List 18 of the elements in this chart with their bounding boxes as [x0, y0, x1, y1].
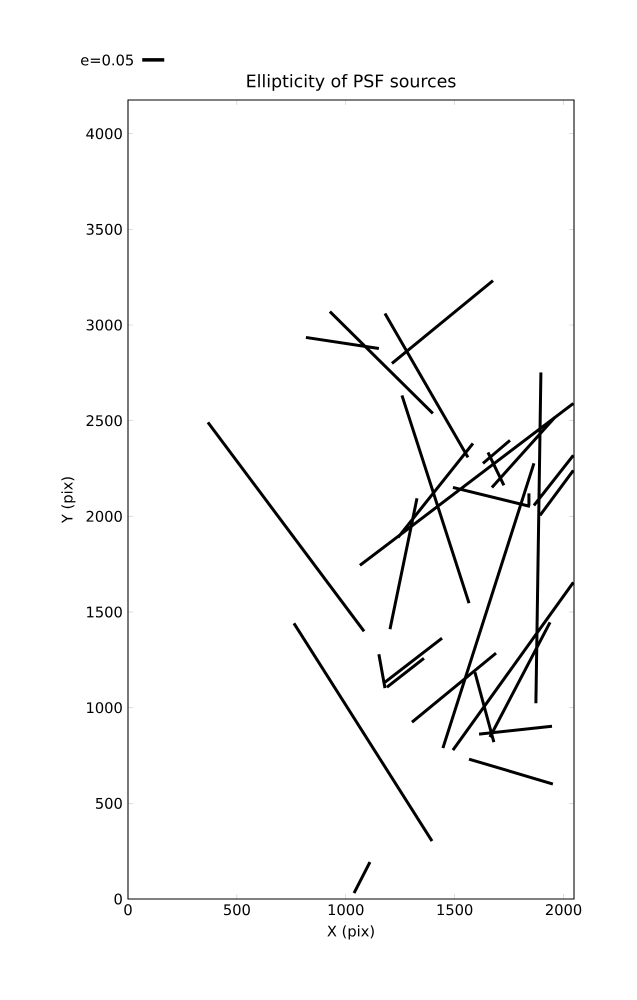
- y-tick-label: 3500: [86, 224, 122, 235]
- x-tick-label: 1500: [438, 904, 472, 916]
- y-tick-label: 1500: [87, 606, 122, 618]
- chart-title: Ellipticity of PSF sources: [247, 74, 456, 91]
- y-tick-label: 1000: [87, 702, 122, 714]
- y-tick-label: 500: [96, 798, 122, 809]
- y-axis-title: Y (pix): [61, 477, 76, 524]
- x-tick-label: 2000: [546, 904, 582, 916]
- y-tick-label: 4000: [86, 128, 122, 140]
- x-axis-title: X (pix): [327, 925, 374, 940]
- y-tick-label: 2500: [86, 415, 122, 426]
- x-tick-label: 500: [224, 904, 250, 916]
- x-tick-label: 0: [124, 904, 132, 916]
- y-tick-label: 2000: [86, 510, 122, 522]
- text: e=0.05: [81, 54, 133, 66]
- y-tick-label: 0: [114, 893, 122, 905]
- x-tick-label: 1000: [328, 904, 364, 916]
- y-tick-label: 3000: [86, 319, 122, 331]
